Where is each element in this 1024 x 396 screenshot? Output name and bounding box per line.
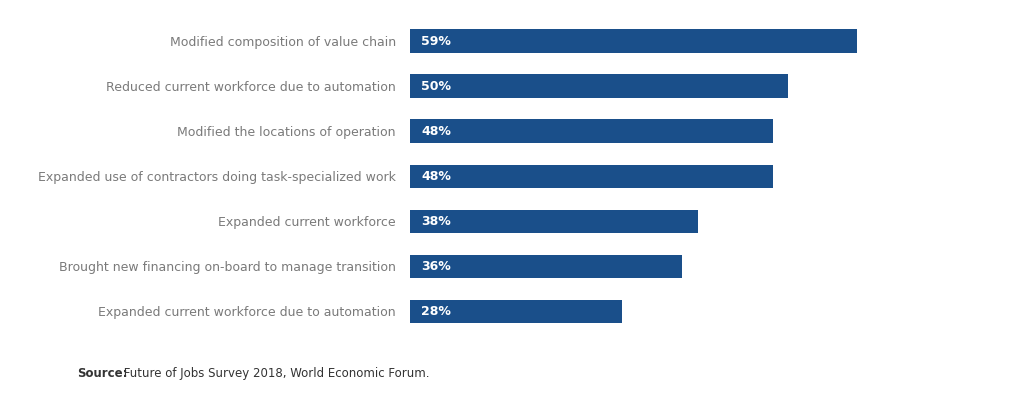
Text: 50%: 50% xyxy=(421,80,451,93)
Bar xyxy=(410,74,788,98)
Bar xyxy=(410,255,682,278)
Text: 28%: 28% xyxy=(421,305,451,318)
Bar xyxy=(410,120,773,143)
Text: Future of Jobs Survey 2018, World Economic Forum.: Future of Jobs Survey 2018, World Econom… xyxy=(120,367,429,380)
Text: 38%: 38% xyxy=(421,215,451,228)
Text: 48%: 48% xyxy=(421,170,451,183)
Text: 59%: 59% xyxy=(421,34,451,48)
Text: 48%: 48% xyxy=(421,125,451,138)
Bar xyxy=(410,29,857,53)
Text: Source:: Source: xyxy=(77,367,127,380)
Bar xyxy=(410,300,622,323)
Text: 36%: 36% xyxy=(421,260,451,273)
Bar xyxy=(410,164,773,188)
Bar xyxy=(410,209,697,233)
